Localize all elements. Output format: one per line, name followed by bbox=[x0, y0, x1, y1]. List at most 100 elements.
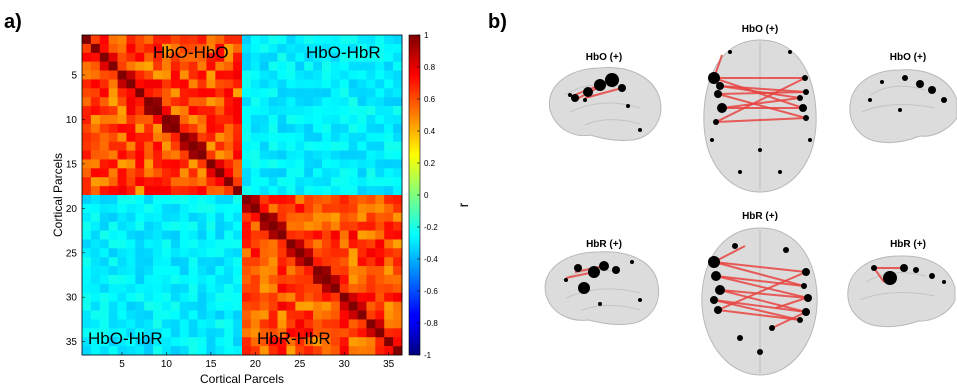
x-tick-label: 20 bbox=[250, 359, 262, 370]
heatmap-cell bbox=[268, 328, 278, 338]
heatmap-cell bbox=[153, 301, 163, 311]
heatmap-cell bbox=[82, 79, 92, 89]
heatmap-cell bbox=[250, 283, 261, 294]
heatmap-cell bbox=[188, 70, 198, 80]
heatmap-cell bbox=[162, 97, 172, 107]
heatmap-cell bbox=[384, 150, 394, 160]
heatmap-cell bbox=[304, 319, 314, 329]
heatmap-cell bbox=[366, 310, 376, 320]
heatmap-cell bbox=[286, 212, 296, 222]
heatmap-cell bbox=[295, 61, 305, 71]
heatmap-cell bbox=[153, 52, 163, 62]
heatmap-cell bbox=[108, 35, 118, 45]
heatmap-cell bbox=[188, 115, 198, 125]
colorbar-label: r bbox=[455, 202, 471, 207]
heatmap-cell bbox=[206, 337, 216, 347]
heatmap-cell bbox=[117, 221, 127, 231]
heatmap-cell bbox=[366, 346, 376, 356]
heatmap-cell bbox=[313, 292, 323, 302]
heatmap-cell bbox=[242, 212, 252, 222]
heatmap-cell bbox=[233, 52, 243, 62]
heatmap-cell bbox=[188, 275, 198, 285]
heatmap-cell bbox=[162, 275, 172, 285]
heatmap-cell bbox=[233, 115, 243, 125]
connection-edge bbox=[719, 85, 801, 99]
heatmap-cell bbox=[197, 292, 207, 302]
heatmap-cell bbox=[268, 212, 278, 222]
heatmap-cell bbox=[224, 79, 234, 89]
heatmap-cell bbox=[153, 328, 163, 338]
heatmap-cell bbox=[153, 310, 163, 320]
heatmap-cell bbox=[233, 328, 243, 338]
heatmap-cell bbox=[117, 239, 127, 249]
heatmap-cell bbox=[90, 186, 101, 196]
heatmap-cell bbox=[99, 123, 109, 134]
heatmap-cell bbox=[144, 123, 154, 134]
heatmap-cell bbox=[348, 195, 358, 205]
heatmap-cell bbox=[206, 61, 216, 71]
heatmap-cell bbox=[339, 292, 349, 302]
heatmap-cell bbox=[375, 239, 385, 249]
heatmap-cell bbox=[215, 88, 225, 98]
heatmap-cell bbox=[348, 203, 358, 214]
heatmap-cell bbox=[322, 292, 332, 302]
connection-edge bbox=[717, 93, 807, 119]
heatmap-cell bbox=[242, 79, 252, 89]
heatmap-cell bbox=[322, 283, 332, 294]
heatmap-cell bbox=[206, 212, 216, 222]
heatmap-cell bbox=[242, 275, 252, 285]
heatmap-cell bbox=[206, 70, 216, 80]
heatmap-cell bbox=[117, 177, 127, 187]
heatmap-cell bbox=[384, 337, 394, 347]
heatmap-cell bbox=[268, 52, 278, 62]
heatmap-cell bbox=[277, 328, 287, 338]
heatmap-cell bbox=[366, 123, 376, 134]
heatmap-cell bbox=[135, 150, 145, 160]
heatmap-cell bbox=[197, 239, 207, 249]
quadrant-label-hbo-hbo: HbO-HbO bbox=[153, 43, 229, 62]
heatmap-cell bbox=[144, 150, 154, 160]
heatmap-cell bbox=[242, 141, 252, 151]
heatmap-cell bbox=[90, 132, 101, 142]
heatmap-cell bbox=[215, 35, 225, 45]
heatmap-cell bbox=[348, 159, 358, 169]
heatmap-cell bbox=[188, 106, 198, 116]
heatmap-cell bbox=[313, 221, 323, 231]
heatmap-cell bbox=[126, 230, 136, 240]
heatmap-cell bbox=[206, 88, 216, 98]
heatmap-cell bbox=[339, 177, 349, 187]
heatmap-cell bbox=[304, 150, 314, 160]
heatmap-cell bbox=[313, 52, 323, 62]
heatmap-cell bbox=[117, 88, 127, 98]
heatmap-cell bbox=[366, 283, 376, 294]
parcel-node bbox=[797, 95, 803, 101]
heatmap-cell bbox=[366, 79, 376, 89]
heatmap-cell bbox=[224, 319, 234, 329]
heatmap-cell bbox=[233, 346, 243, 356]
heatmap-cell bbox=[295, 88, 305, 98]
heatmap-cell bbox=[215, 168, 225, 178]
heatmap-cell bbox=[348, 123, 358, 134]
heatmap-cell bbox=[330, 123, 341, 134]
heatmap-cell bbox=[135, 159, 145, 169]
heatmap-cell bbox=[170, 203, 181, 214]
heatmap-cell bbox=[322, 275, 332, 285]
heatmap-cell bbox=[197, 186, 207, 196]
heatmap-cell bbox=[144, 221, 154, 231]
heatmap-cell bbox=[259, 239, 269, 249]
heatmap-cell bbox=[259, 328, 269, 338]
heatmap-cell bbox=[170, 79, 181, 89]
heatmap-cell bbox=[295, 328, 305, 338]
heatmap-cell bbox=[170, 52, 181, 62]
heatmap-cell bbox=[144, 35, 154, 45]
heatmap-cell bbox=[375, 212, 385, 222]
heatmap-cell bbox=[375, 141, 385, 151]
heatmap-cell bbox=[170, 319, 181, 329]
heatmap-cell bbox=[215, 203, 225, 214]
heatmap-cell bbox=[135, 168, 145, 178]
heatmap-cell bbox=[206, 97, 216, 107]
heatmap-cell bbox=[206, 266, 216, 276]
heatmap-cell bbox=[286, 61, 296, 71]
heatmap-cell bbox=[162, 310, 172, 320]
heatmap-cell bbox=[197, 79, 207, 89]
